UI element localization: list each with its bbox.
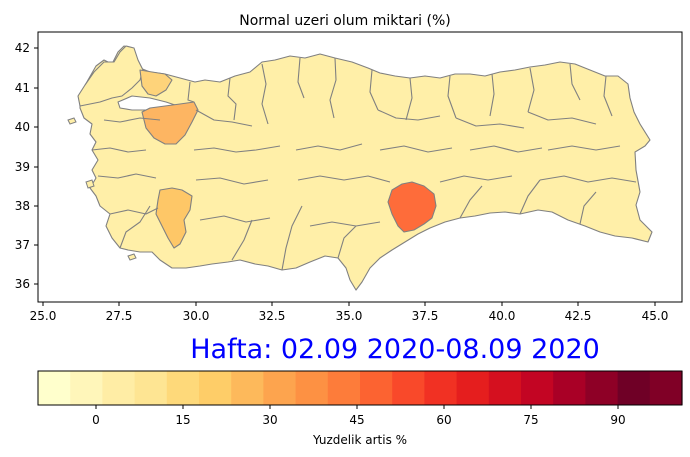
x-tick-label: 40.0 — [489, 309, 516, 323]
colorbar-cell — [199, 371, 232, 405]
colorbar-cell — [70, 371, 103, 405]
x-tick-label: 35.0 — [336, 309, 363, 323]
islands — [67, 117, 137, 261]
colorbar-tick-label: 15 — [175, 413, 190, 427]
colorbar-cells — [38, 371, 683, 405]
colorbar-tick-label: 75 — [523, 413, 538, 427]
colorbar-cell — [488, 371, 522, 405]
colorbar-cell — [617, 371, 651, 405]
x-tick-label: 32.5 — [259, 309, 286, 323]
y-tick-label: 40 — [15, 120, 30, 134]
colorbar-tick-label: 0 — [92, 413, 100, 427]
colorbar-cell — [134, 371, 168, 405]
x-tick-label: 45.0 — [642, 309, 669, 323]
thrace-region — [77, 45, 144, 107]
region-denizli — [155, 187, 193, 249]
colorbar-tick-label: 45 — [349, 413, 364, 427]
y-tick-label: 41 — [15, 81, 30, 95]
week-label: Hafta: 02.09 2020-08.09 2020 — [190, 334, 600, 365]
y-tick-label: 37 — [15, 238, 30, 252]
map-title: Normal uzeri olum miktari (%) — [239, 13, 450, 29]
region-bursa-bilecik — [141, 101, 199, 145]
colorbar-cell — [521, 371, 554, 405]
colorbar-cell — [38, 371, 71, 405]
x-tick-label: 42.5 — [565, 309, 592, 323]
turkey-mainland — [79, 45, 653, 291]
colorbar-cell — [392, 371, 425, 405]
x-tick-label: 27.5 — [106, 309, 133, 323]
province-borders — [91, 57, 637, 271]
colorbar-cell — [263, 371, 297, 405]
colorbar: 0 15 30 45 60 75 90 Yuzdelik artis % — [37, 370, 683, 447]
colorbar-cell — [649, 371, 683, 405]
x-tick-label: 25.0 — [30, 309, 57, 323]
colorbar-cell — [231, 371, 264, 405]
colorbar-cell — [424, 371, 458, 405]
turkey-map — [77, 45, 653, 291]
x-tick-label: 37.5 — [412, 309, 439, 323]
y-tick-label: 42 — [15, 41, 30, 55]
colorbar-tick-label: 30 — [262, 413, 277, 427]
colorbar-cell — [360, 371, 393, 405]
colorbar-cell — [327, 371, 361, 405]
y-axis: 36 37 38 39 40 41 42 — [15, 41, 38, 291]
colorbar-cell — [166, 371, 200, 405]
colorbar-cell — [585, 371, 619, 405]
colorbar-cell — [295, 371, 329, 405]
y-tick-label: 38 — [15, 199, 30, 213]
colorbar-tick-label: 60 — [436, 413, 451, 427]
colorbar-label: Yuzdelik artis % — [312, 433, 407, 447]
region-northwest-marmara-strip — [139, 69, 173, 97]
colorbar-tick-label: 90 — [610, 413, 625, 427]
map-axes: 25.0 27.5 30.0 32.5 35.0 37.5 40.0 42.5 … — [15, 31, 683, 323]
x-axis: 25.0 27.5 30.0 32.5 35.0 37.5 40.0 42.5 … — [30, 302, 669, 323]
colorbar-cell — [456, 371, 490, 405]
colorbar-cell — [553, 371, 586, 405]
x-tick-label: 30.0 — [183, 309, 210, 323]
y-tick-label: 39 — [15, 160, 30, 174]
colorbar-cell — [102, 371, 136, 405]
region-adiyaman-malatya — [387, 181, 437, 233]
y-tick-label: 36 — [15, 277, 30, 291]
colorbar-frame — [37, 370, 683, 406]
